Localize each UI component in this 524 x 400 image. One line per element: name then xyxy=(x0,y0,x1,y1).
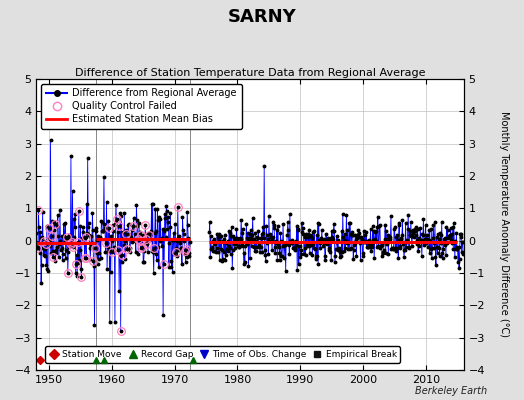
Text: SARNY: SARNY xyxy=(227,8,297,26)
Text: Berkeley Earth: Berkeley Earth xyxy=(415,386,487,396)
Title: Difference of Station Temperature Data from Regional Average: Difference of Station Temperature Data f… xyxy=(75,68,425,78)
Y-axis label: Monthly Temperature Anomaly Difference (°C): Monthly Temperature Anomaly Difference (… xyxy=(499,112,509,338)
Legend: Station Move, Record Gap, Time of Obs. Change, Empirical Break: Station Move, Record Gap, Time of Obs. C… xyxy=(45,346,400,363)
